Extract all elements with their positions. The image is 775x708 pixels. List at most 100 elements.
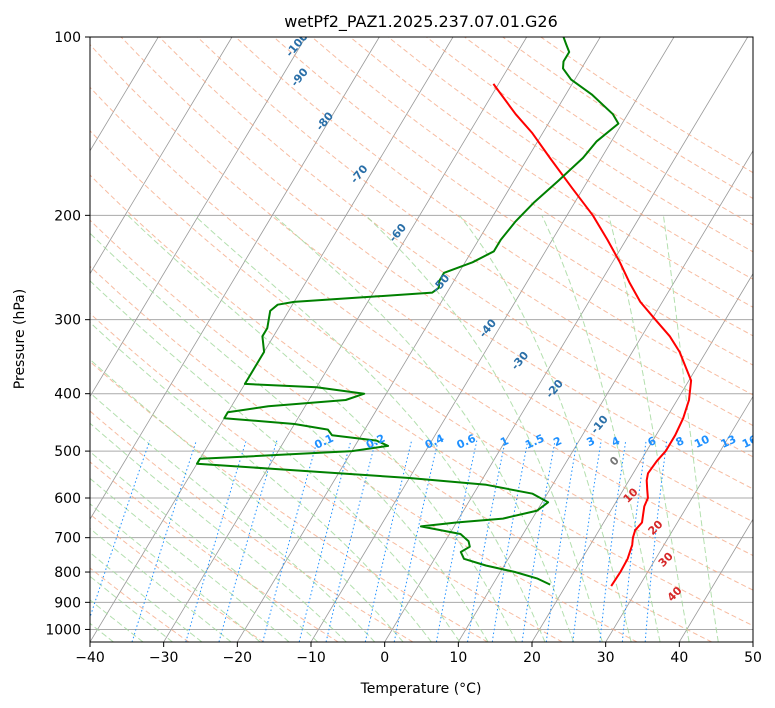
- isotherm-line: [90, 37, 159, 152]
- moist-adiabat-line: [90, 503, 261, 642]
- isotherm-line: [90, 37, 307, 398]
- mixing-ratio-line: [325, 440, 377, 642]
- dry-adiabat-label: -90: [288, 65, 311, 89]
- y-axis: 100 200 300 400 500 600 700 800 900 1000: [45, 30, 90, 638]
- x-tick-label: 40: [670, 650, 688, 666]
- mixing-ratio-line: [572, 440, 602, 642]
- dry-adiabat-line: [90, 567, 190, 642]
- y-tick-label: 600: [54, 491, 81, 507]
- moist-adiabat-line: [90, 527, 232, 642]
- dry-adiabat-line: [90, 513, 264, 642]
- y-tick-label: 900: [54, 595, 81, 611]
- x-tick-label: 20: [523, 650, 541, 666]
- mixing-ratio-label: 13: [719, 433, 738, 451]
- mixing-ratio-line: [90, 440, 151, 619]
- mixing-ratio-line: [435, 440, 478, 642]
- dry-adiabat-line: [235, 37, 753, 396]
- y-tick-label: 100: [54, 30, 81, 46]
- isotherm-line: [384, 37, 749, 642]
- mixing-ratio-label: 10: [692, 432, 712, 450]
- x-tick-label: 30: [597, 650, 615, 666]
- y-tick-label: 800: [54, 565, 81, 581]
- mixing-ratio-label: 16: [740, 432, 760, 450]
- dry-adiabat-label: -10: [588, 413, 611, 437]
- mixing-ratio-line: [621, 440, 647, 642]
- y-tick-label: 1000: [45, 622, 81, 638]
- x-tick-label: 50: [744, 650, 762, 666]
- moist-adiabat-line: [273, 214, 575, 642]
- dry-adiabat-line: [90, 43, 753, 523]
- mixing-ratio-line: [491, 440, 529, 642]
- dry-adiabat-line: [90, 360, 488, 642]
- dry-adiabat-line: [90, 461, 339, 642]
- y-tick-label: 400: [54, 387, 81, 403]
- dry-adiabat-label: -20: [543, 377, 566, 401]
- dry-adiabat-label: -100: [283, 30, 311, 60]
- dry-adiabat-line: [90, 86, 753, 557]
- dry-adiabat-line: [273, 37, 753, 366]
- dry-adiabat-line: [349, 37, 753, 308]
- mixing-ratio-label: 3: [585, 434, 597, 449]
- y-tick-label: 200: [54, 208, 81, 224]
- moist-adiabat-line: [193, 214, 546, 642]
- x-axis-label: Temperature (°C): [360, 681, 482, 697]
- x-tick-label: −30: [149, 650, 179, 666]
- y-axis-label: Pressure (hPa): [12, 289, 28, 389]
- moist-adiabat-line: [608, 215, 690, 642]
- x-tick-label: −20: [223, 650, 253, 666]
- mixing-ratio-label: 0.2: [364, 432, 387, 452]
- isotherm-line: [163, 37, 528, 642]
- background-lines: [0, 37, 753, 642]
- isotherm-line: [0, 37, 11, 642]
- isotherm-line: [752, 641, 753, 642]
- dry-adiabat-label: -80: [313, 109, 336, 133]
- moist-adiabat-line: [90, 232, 489, 642]
- moist-adiabat-line: [90, 321, 432, 642]
- dry-adiabat-line: [90, 130, 753, 591]
- moist-adiabat-label: 20: [646, 517, 666, 537]
- isotherm-line: [605, 395, 753, 642]
- mixing-ratio-line: [185, 440, 247, 642]
- y-tick-label: 500: [54, 444, 81, 460]
- mixing-ratio-line: [262, 440, 318, 642]
- moist-adiabat-line: [90, 552, 203, 642]
- temperature-trace: [492, 83, 693, 587]
- mixing-ratio-line: [131, 440, 197, 642]
- dry-adiabat-line: [90, 174, 753, 627]
- x-tick-label: −40: [75, 650, 105, 666]
- mixing-ratio-label: 0.4: [423, 432, 446, 452]
- moist-adiabat-line: [90, 450, 319, 642]
- mixing-ratio-label: 2: [551, 434, 563, 449]
- mixing-ratio-line: [393, 440, 439, 642]
- plot-frame: [89, 36, 754, 643]
- data-lines: [196, 37, 693, 587]
- x-tick-label: 10: [449, 650, 467, 666]
- y-tick-label: 700: [54, 531, 81, 547]
- x-axis: −40 −30 −20 −10 0 10 20 30 40 50: [75, 642, 762, 666]
- dry-adiabat-line: [311, 37, 753, 337]
- moist-adiabat-line: [90, 358, 404, 642]
- mixing-ratio-line: [218, 440, 278, 642]
- chart-title: wetPf2_PAZ1.2025.237.07.01.G26: [284, 12, 558, 32]
- dry-adiabat-line: [120, 37, 753, 490]
- dry-adiabat-line: [426, 37, 753, 253]
- line-labels: -100-90-80-70-60-50-40-30-20-10010203040…: [283, 30, 760, 604]
- mixing-ratio-line: [364, 440, 413, 642]
- dewpoint-trace: [196, 37, 620, 586]
- mixing-ratio-label: 6: [646, 434, 659, 449]
- moist-adiabat-line: [459, 214, 632, 642]
- moist-adiabat-line: [90, 575, 173, 642]
- mixing-ratio-line: [467, 440, 506, 642]
- moist-adiabat-line: [90, 422, 347, 642]
- dry-adiabat-line: [540, 37, 753, 174]
- dry-adiabat-line: [387, 37, 753, 280]
- mixing-ratio-line: [521, 440, 556, 642]
- mixing-ratio-label: 1: [498, 434, 510, 449]
- moist-adiabat-label: 30: [656, 549, 676, 569]
- isotherm-line: [678, 518, 753, 642]
- dry-adiabat-line: [90, 312, 563, 642]
- dry-adiabat-line: [90, 219, 712, 642]
- isotherm-line: [90, 37, 233, 275]
- moist-adiabat-line: [90, 392, 376, 642]
